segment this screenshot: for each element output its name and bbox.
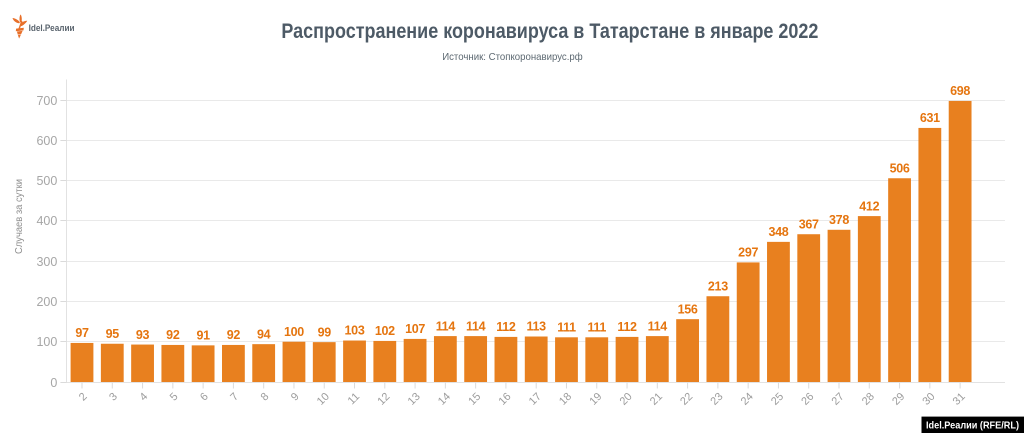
- svg-text:100: 100: [36, 335, 57, 349]
- svg-text:112: 112: [617, 320, 637, 334]
- svg-text:506: 506: [890, 161, 910, 175]
- svg-text:Idel.Реалии (RFE/RL): Idel.Реалии (RFE/RL): [926, 421, 1019, 432]
- svg-text:102: 102: [375, 324, 395, 338]
- svg-text:92: 92: [227, 328, 241, 342]
- svg-text:111: 111: [587, 321, 606, 335]
- svg-text:114: 114: [648, 319, 668, 333]
- svg-text:300: 300: [36, 255, 57, 269]
- svg-text:91: 91: [196, 329, 210, 343]
- svg-text:Источник: Стопкоронавирус.рф: Источник: Стопкоронавирус.рф: [442, 51, 583, 63]
- svg-text:Распространение коронавируса в: Распространение коронавируса в Татарстан…: [281, 20, 818, 43]
- svg-text:107: 107: [405, 322, 425, 336]
- svg-text:114: 114: [436, 319, 456, 333]
- svg-text:100: 100: [284, 325, 304, 339]
- svg-text:367: 367: [799, 217, 819, 231]
- svg-text:500: 500: [36, 174, 57, 188]
- svg-text:698: 698: [950, 84, 970, 98]
- svg-text:412: 412: [859, 199, 879, 213]
- svg-text:Случаев за сутки: Случаев за сутки: [13, 179, 25, 254]
- svg-text:114: 114: [466, 319, 486, 333]
- svg-text:600: 600: [36, 134, 57, 148]
- svg-text:156: 156: [678, 302, 698, 316]
- svg-text:400: 400: [36, 214, 57, 228]
- svg-text:Idel.Реалии: Idel.Реалии: [29, 23, 75, 33]
- svg-text:348: 348: [768, 225, 788, 239]
- svg-text:213: 213: [708, 279, 728, 293]
- svg-text:99: 99: [318, 325, 332, 339]
- svg-text:378: 378: [829, 213, 849, 227]
- svg-text:113: 113: [527, 320, 547, 334]
- svg-text:94: 94: [257, 327, 271, 341]
- svg-text:97: 97: [75, 326, 89, 340]
- svg-text:95: 95: [106, 327, 120, 341]
- svg-text:200: 200: [36, 295, 57, 309]
- svg-text:631: 631: [920, 111, 940, 125]
- svg-text:0: 0: [50, 376, 57, 390]
- svg-text:111: 111: [557, 321, 576, 335]
- svg-text:103: 103: [345, 324, 365, 338]
- svg-text:112: 112: [496, 320, 516, 334]
- svg-text:93: 93: [136, 328, 150, 342]
- svg-text:92: 92: [166, 328, 180, 342]
- svg-text:700: 700: [36, 94, 57, 108]
- svg-text:297: 297: [738, 246, 758, 260]
